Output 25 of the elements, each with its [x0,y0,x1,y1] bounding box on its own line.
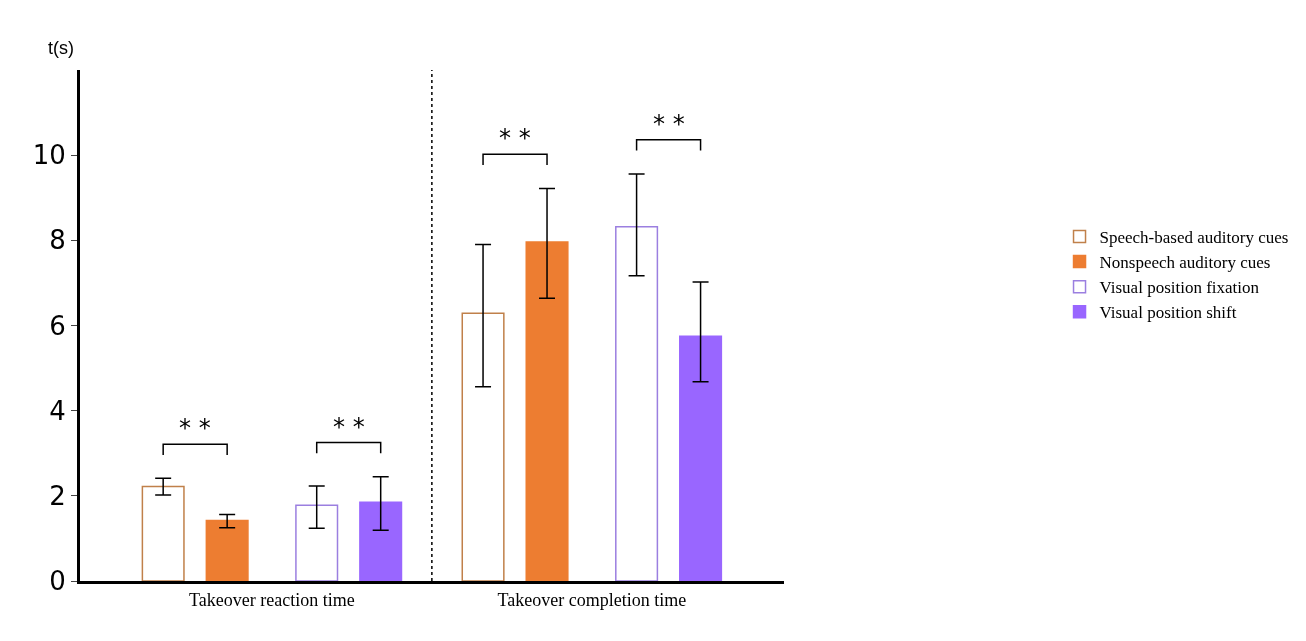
legend-label: Nonspeech auditory cues [1099,253,1271,273]
bar [141,485,185,581]
x-tick-label: Takeover reaction time [189,589,355,610]
y-tick-label: 10 [32,140,66,171]
bar [679,335,723,581]
legend-label: Speech-based auditory cues [1099,228,1289,248]
bar [525,241,569,581]
bar [359,501,403,581]
bar [205,519,249,581]
annotation: * * [179,414,211,442]
y-tick-label: 6 [49,310,66,341]
y-tick-label: 0 [49,566,66,597]
bar [461,312,505,581]
annotation: * * [653,110,685,138]
legend-label: Visual position fixation [1099,278,1260,298]
annotation: * * [333,413,365,441]
bar [615,225,659,581]
y-axis-title: t(s) [48,38,74,58]
y-tick-label: 8 [49,225,66,256]
x-tick-label: Takeover completion time [497,589,687,610]
y-tick-label: 2 [49,480,66,511]
y-tick-label: 4 [49,395,66,426]
legend-label: Visual position shift [1099,303,1237,323]
bar [295,504,339,581]
annotation: * * [499,124,531,152]
